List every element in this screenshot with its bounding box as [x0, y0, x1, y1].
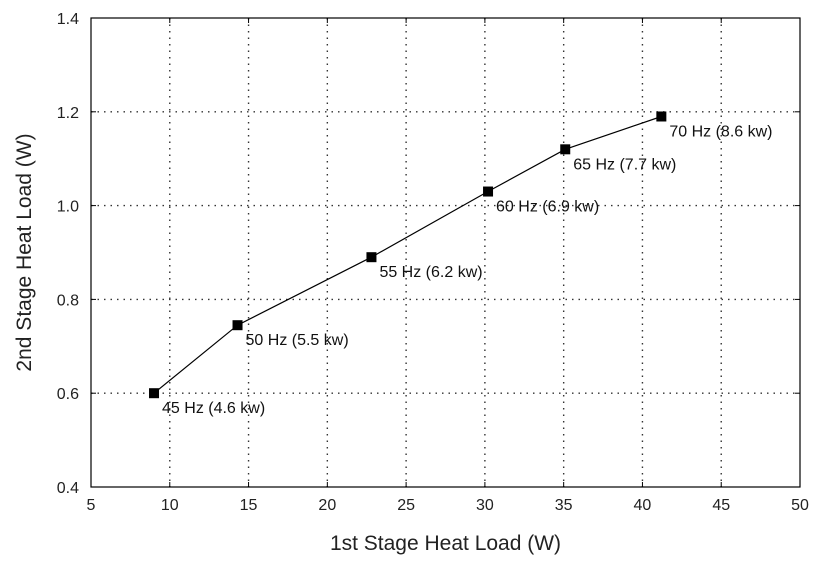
x-tick-label: 50: [791, 497, 809, 514]
data-label: 45 Hz (4.6 kw): [162, 400, 265, 417]
plot-frame: [90, 17, 801, 488]
data-point: [366, 252, 377, 263]
x-axis-title: 1st Stage Heat Load (W): [330, 532, 561, 555]
x-tick-label: 5: [87, 497, 96, 514]
y-tick-label: 0.4: [57, 480, 79, 497]
series-line: [153, 115, 662, 394]
x-tick-label: 10: [161, 497, 179, 514]
x-tick-label: 45: [712, 497, 730, 514]
x-tick-label: 15: [240, 497, 258, 514]
data-point: [656, 111, 667, 122]
y-tick-label: 1.0: [57, 199, 79, 216]
x-tick-label: 30: [476, 497, 494, 514]
series: 45 Hz (4.6 kw) 50 Hz (5.5 kw) 55 Hz (6.2 k…: [149, 111, 772, 417]
y-tick-label: 1.2: [57, 105, 79, 122]
x-tick-label: 20: [318, 497, 336, 514]
data-point: [560, 144, 571, 155]
data-label: 50 Hz (5.5 kw): [246, 332, 349, 349]
data-label: 65 Hz (7.7 kw): [573, 156, 676, 173]
tick-labels: 5 10 15 20 25 30 35 40 45 50 0.4 0.6 0.8 1.0 1.2 1.4: [57, 11, 809, 514]
x-tick-label: 25: [397, 497, 415, 514]
y-tick-label: 0.8: [57, 292, 79, 309]
data-point: [232, 320, 243, 331]
data-label: 55 Hz (6.2 kw): [379, 264, 482, 281]
grid: [91, 18, 800, 487]
data-label: 60 Hz (6.9 kw): [496, 199, 599, 216]
y-tick-label: 0.6: [57, 386, 79, 403]
data-label: 70 Hz (8.6 kw): [669, 123, 772, 140]
data-point: [483, 186, 494, 197]
y-axis-title: 2nd Stage Heat Load (W): [13, 133, 36, 371]
x-tick-label: 40: [634, 497, 652, 514]
x-tick-label: 35: [555, 497, 573, 514]
y-tick-label: 1.4: [57, 11, 79, 28]
data-point: [149, 388, 160, 399]
